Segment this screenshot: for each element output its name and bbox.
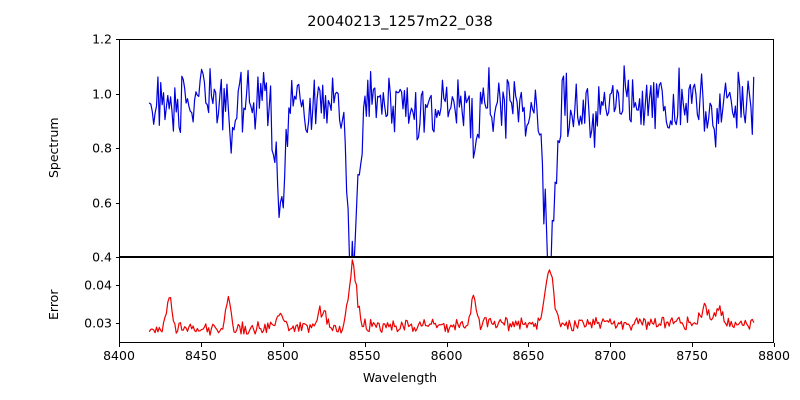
x-tick-mark xyxy=(200,343,202,347)
page-title: 20040213_1257m22_038 xyxy=(307,14,493,30)
spectrum-plot-area xyxy=(119,39,774,257)
x-tick-label: 8750 xyxy=(676,348,708,363)
spectrum-trace xyxy=(148,65,755,256)
error-y-tick-mark xyxy=(115,284,119,286)
x-tick-label: 8450 xyxy=(184,348,217,363)
x-tick-mark xyxy=(774,343,776,347)
x-tick-label: 8650 xyxy=(512,348,545,363)
spectrum-y-tick-label: 0.4 xyxy=(92,249,112,265)
spectrum-y-tick-mark xyxy=(115,39,119,41)
x-tick-label: 8500 xyxy=(266,348,299,363)
x-tick-label: 8800 xyxy=(758,348,790,363)
spectrum-axis-label: Spectrum xyxy=(46,117,61,178)
x-tick-label: 8550 xyxy=(348,348,381,363)
x-tick-mark xyxy=(692,343,694,347)
spectrum-y-tick-label: 1.2 xyxy=(92,31,112,47)
error-trace xyxy=(148,259,755,336)
wavelength-axis-label: Wavelength xyxy=(362,370,438,385)
x-tick-mark xyxy=(446,343,448,347)
x-tick-mark xyxy=(528,343,530,347)
x-tick-mark xyxy=(119,343,121,347)
error-y-tick-label: 0.03 xyxy=(84,315,112,331)
spectrum-y-tick-mark xyxy=(115,148,119,150)
x-tick-label: 8600 xyxy=(430,348,463,363)
error-y-tick-label: 0.04 xyxy=(84,277,112,293)
x-tick-label: 8400 xyxy=(103,348,135,363)
x-tick-mark xyxy=(364,343,366,347)
error-y-tick-mark xyxy=(115,323,119,325)
error-plot-area xyxy=(119,257,774,343)
spectrum-y-tick-mark xyxy=(115,202,119,204)
spectrum-y-tick-label: 0.8 xyxy=(92,140,112,156)
x-tick-mark xyxy=(282,343,284,347)
spectrum-y-tick-mark xyxy=(115,257,119,259)
spectrum-y-tick-mark xyxy=(115,93,119,95)
spectrum-y-tick-label: 1.0 xyxy=(92,86,112,101)
x-tick-mark xyxy=(610,343,612,347)
spectrum-y-tick-label: 0.6 xyxy=(92,195,112,210)
error-axis-label: Error xyxy=(46,289,61,320)
x-tick-label: 8700 xyxy=(594,348,627,363)
